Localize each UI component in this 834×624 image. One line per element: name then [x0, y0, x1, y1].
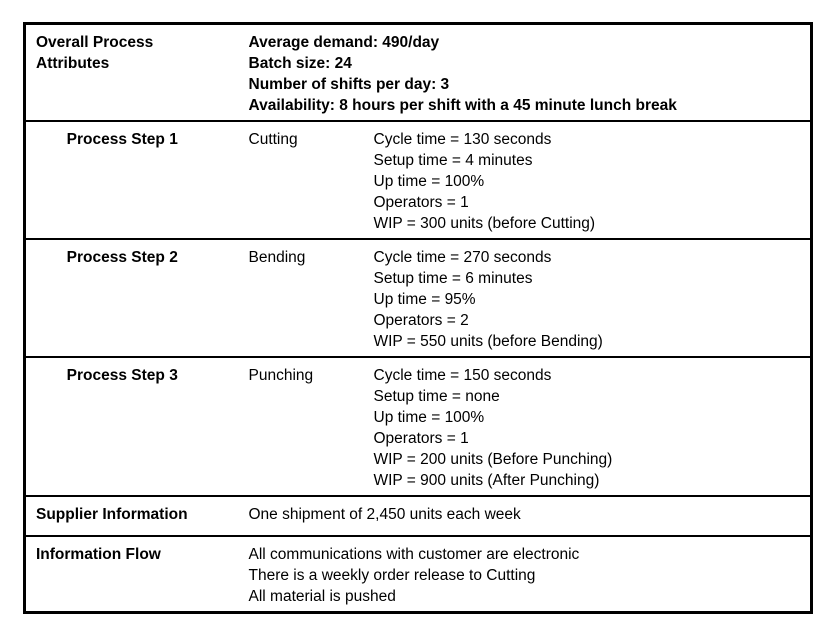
detail-line: Cycle time = 130 seconds: [373, 131, 552, 148]
step-label-1: Process Step 1: [66, 131, 178, 148]
step-1-details-cell: Cycle time = 130 seconds Setup time = 4 …: [364, 121, 812, 239]
supplier-information-cell: One shipment of 2,450 units each week: [239, 496, 812, 536]
step-3-details-cell: Cycle time = 150 seconds Setup time = no…: [364, 357, 812, 496]
step-2-details-cell: Cycle time = 270 seconds Setup time = 6 …: [364, 239, 812, 357]
detail-line: Cycle time = 270 seconds: [373, 249, 552, 266]
process-name-bending: Bending: [248, 249, 306, 266]
overall-attributes-cell: Average demand: 490/day Batch size: 24 N…: [239, 24, 812, 122]
detail-line: Up time = 100%: [373, 409, 485, 426]
process-name-cutting: Cutting: [248, 131, 298, 148]
section-label-overall: Overall Process Attributes: [36, 34, 154, 72]
row-process-step-1: Process Step 1 Cutting Cycle time = 130 …: [24, 121, 812, 239]
detail-line: WIP = 200 units (Before Punching): [373, 451, 613, 468]
process-attributes-table: Overall Process Attributes Average deman…: [23, 22, 813, 614]
attribute-line: Number of shifts per day: 3: [248, 76, 450, 93]
row-process-step-3: Process Step 3 Punching Cycle time = 150…: [24, 357, 812, 496]
row-overall-attributes: Overall Process Attributes Average deman…: [24, 24, 812, 122]
detail-line: WIP = 300 units (before Cutting): [373, 215, 596, 232]
row-supplier-information: Supplier Information One shipment of 2,4…: [24, 496, 812, 536]
info-flow-line: There is a weekly order release to Cutti…: [248, 567, 536, 584]
detail-line: WIP = 900 units (After Punching): [373, 472, 600, 489]
detail-line: Operators = 1: [373, 194, 469, 211]
attribute-line: Availability: 8 hours per shift with a 4…: [248, 97, 677, 114]
step-label-3: Process Step 3: [66, 367, 178, 384]
step-label-2: Process Step 2: [66, 249, 178, 266]
detail-line: Cycle time = 150 seconds: [373, 367, 552, 384]
information-flow-cell: All communications with customer are ele…: [239, 536, 812, 613]
row-information-flow: Information Flow All communications with…: [25, 536, 812, 613]
detail-line: Setup time = none: [373, 388, 500, 405]
detail-line: Setup time = 6 minutes: [373, 270, 533, 287]
info-flow-line: All material is pushed: [248, 588, 396, 605]
attribute-line: Batch size: 24: [248, 55, 352, 72]
section-label-supplier: Supplier Information: [36, 506, 188, 523]
supplier-line: One shipment of 2,450 units each week: [248, 506, 521, 523]
detail-line: WIP = 550 units (before Bending): [373, 333, 603, 350]
attribute-line: Average demand: 490/day: [248, 34, 440, 51]
process-name-punching: Punching: [248, 367, 314, 384]
detail-line: Up time = 95%: [373, 291, 476, 308]
detail-line: Up time = 100%: [373, 173, 485, 190]
detail-line: Operators = 1: [373, 430, 469, 447]
row-process-step-2: Process Step 2 Bending Cycle time = 270 …: [24, 239, 812, 357]
detail-line: Operators = 2: [373, 312, 469, 329]
section-label-information-flow: Information Flow: [36, 546, 161, 563]
detail-line: Setup time = 4 minutes: [373, 152, 533, 169]
info-flow-line: All communications with customer are ele…: [248, 546, 580, 563]
